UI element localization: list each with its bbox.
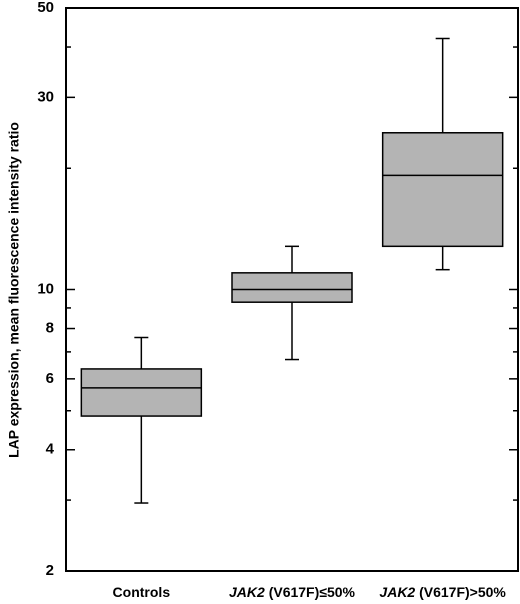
- y-axis-ticks: 2 4 6 8 10 30 50: [37, 0, 518, 579]
- x-category-label: Controls: [113, 584, 171, 600]
- box-group: [381, 37, 504, 271]
- x-category-label-italic: JAK2: [379, 584, 415, 600]
- y-tick-label: 4: [46, 441, 55, 458]
- box-group: [231, 245, 353, 361]
- x-category-label-italic: JAK2: [229, 584, 265, 600]
- iqr-box: [231, 272, 353, 303]
- x-category-label-text: (V617F)≤50%: [265, 584, 356, 600]
- x-category-label-text: (V617F)>50%: [415, 584, 506, 600]
- iqr-box: [80, 368, 203, 417]
- boxes-layer: [80, 37, 504, 504]
- y-tick-label: 10: [37, 280, 54, 297]
- y-tick-label: 50: [37, 0, 54, 16]
- x-axis-labels: Controls JAK2 (V617F)≤50% JAK2 (V617F)>50%: [113, 584, 507, 600]
- y-tick-label: 8: [46, 319, 54, 336]
- x-category-label: JAK2 (V617F)>50%: [379, 584, 506, 600]
- iqr-box: [381, 132, 504, 248]
- y-tick-label: 2: [46, 562, 54, 579]
- x-category-label: JAK2 (V617F)≤50%: [229, 584, 356, 600]
- y-tick-label: 30: [37, 88, 54, 105]
- y-tick-label: 6: [46, 370, 54, 387]
- x-category-label-text: Controls: [113, 584, 171, 600]
- box-group: [80, 336, 203, 504]
- y-axis-title: LAP expression, mean fluorescence intens…: [6, 122, 22, 458]
